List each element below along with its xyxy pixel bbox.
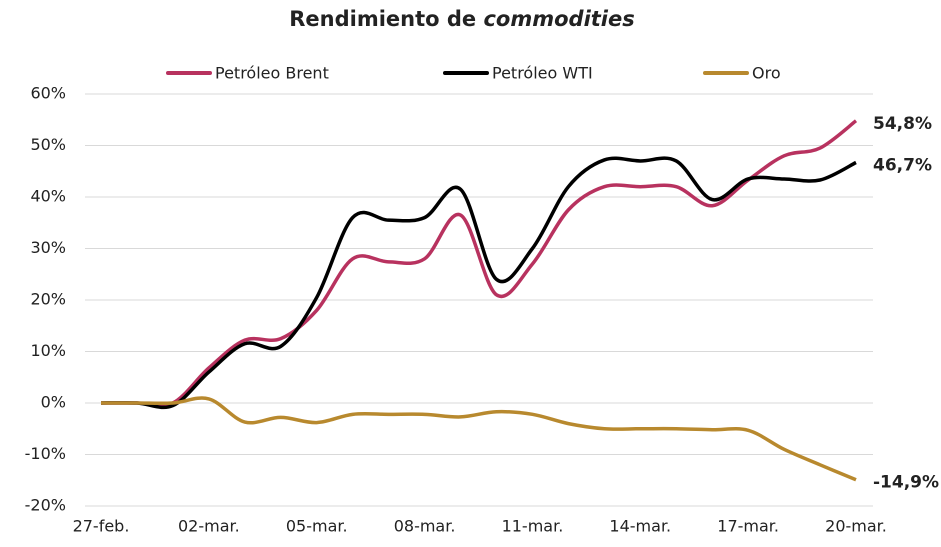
y-tick-label: -10% xyxy=(25,444,66,463)
x-tick-label: 17-mar. xyxy=(717,517,779,536)
y-tick-label: 30% xyxy=(30,238,66,257)
x-tick-label: 02-mar. xyxy=(178,517,240,536)
x-tick-label: 20-mar. xyxy=(825,517,887,536)
legend-label: Petróleo WTI xyxy=(492,64,593,83)
y-tick-label: 20% xyxy=(30,290,66,309)
end-label: -14,9% xyxy=(873,473,939,493)
end-label: 54,8% xyxy=(873,114,932,134)
chart-title: Rendimiento de commodities xyxy=(289,7,635,31)
x-tick-label: 27-feb. xyxy=(73,517,130,536)
y-tick-label: 60% xyxy=(30,84,66,103)
series-line xyxy=(101,396,857,482)
y-tick-label: 10% xyxy=(30,341,66,360)
y-tick-label: -20% xyxy=(25,496,66,515)
y-tick-label: 0% xyxy=(41,393,66,412)
y-tick-label: 40% xyxy=(30,187,66,206)
x-tick-label: 14-mar. xyxy=(609,517,671,536)
y-tick-label: 50% xyxy=(30,135,66,154)
series-line xyxy=(101,119,858,408)
legend-label: Oro xyxy=(752,64,781,83)
legend-label: Petróleo Brent xyxy=(215,64,329,83)
x-tick-label: 11-mar. xyxy=(502,517,564,536)
series-line xyxy=(100,156,857,410)
x-tick-label: 08-mar. xyxy=(394,517,456,536)
end-label: 46,7% xyxy=(873,155,932,175)
x-tick-label: 05-mar. xyxy=(286,517,348,536)
